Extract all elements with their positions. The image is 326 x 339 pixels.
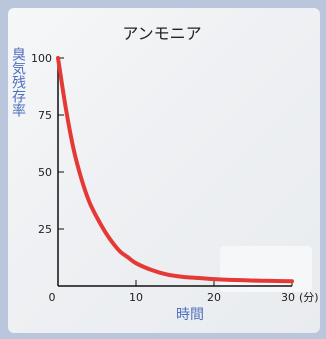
x-axis-unit: (分) xyxy=(299,291,319,304)
background-overlay xyxy=(220,246,312,292)
y-tick-label-50: 50 xyxy=(38,166,52,179)
x-tick-label-30: 30 xyxy=(281,291,295,304)
x-tick-label-0: 0 xyxy=(49,291,56,304)
y-tick-label-25: 25 xyxy=(38,223,52,236)
chart-title: アンモニア xyxy=(122,24,202,43)
y-tick-label-75: 75 xyxy=(38,109,52,122)
x-tick-label-20: 20 xyxy=(207,291,221,304)
y-axis-label: 臭気残存率 xyxy=(10,47,26,117)
x-axis-label: 時間 xyxy=(176,307,204,323)
series-line xyxy=(56,56,294,284)
y-tick-label-100: 100 xyxy=(31,52,52,65)
x-tick-label-10: 10 xyxy=(129,291,143,304)
